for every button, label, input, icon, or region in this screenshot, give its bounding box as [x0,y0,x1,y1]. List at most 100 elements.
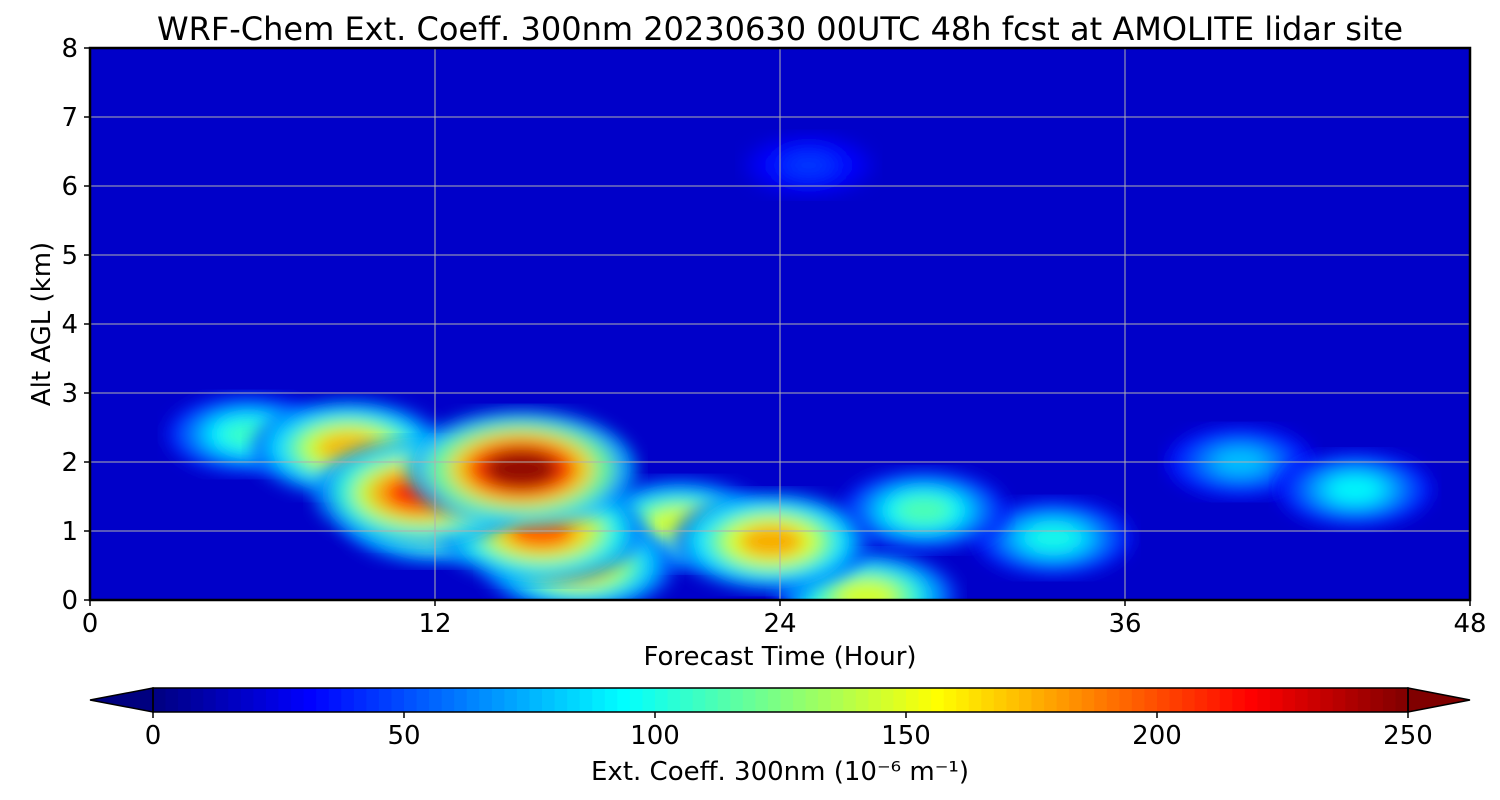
colorbar-swatch [855,688,869,712]
chart-title: WRF-Chem Ext. Coeff. 300nm 20230630 00UT… [157,10,1403,48]
y-tick-label: 5 [61,241,78,271]
colorbar-swatch [466,688,480,712]
colorbar-swatch [956,688,970,712]
colorbar-swatch [341,688,355,712]
colorbar-swatch [542,688,556,712]
colorbar-swatch [1069,688,1083,712]
colorbar-swatch [165,688,179,712]
colorbar-swatch [378,688,393,712]
colorbar-swatch [1031,688,1045,712]
colorbar-swatch [755,688,769,712]
colorbar-tick-label: 150 [881,721,931,751]
colorbar-swatch [253,688,267,712]
colorbar-swatch [1370,688,1384,712]
colorbar-swatch [404,688,418,712]
colorbar-swatch [705,688,719,712]
colorbar-swatch [730,688,744,712]
colorbar-tick-label: 50 [387,721,420,751]
colorbar-swatch [391,688,405,712]
colorbar-swatch [1081,688,1095,712]
x-tick-label: 0 [82,609,99,639]
colorbar-swatch [767,688,782,712]
field-feature [672,491,870,592]
colorbar-swatch [692,688,706,712]
colorbar-swatch [291,688,305,712]
colorbar-swatch [215,688,229,712]
colorbar-swatch [1295,688,1309,712]
y-tick-label: 4 [61,310,78,340]
colorbar: 0 50 100 150 200 250 [89,687,1471,751]
field-feature [251,398,447,498]
colorbar-swatch [1232,688,1246,712]
colorbar-swatch [441,688,455,712]
colorbar-swatch [1094,688,1108,712]
colorbar-swatch [604,688,618,712]
colorbar-swatch [943,688,957,712]
field-contour [1027,525,1079,551]
colorbar-swatch [655,688,669,712]
y-tick-label: 2 [61,448,78,478]
field-feature [741,133,876,198]
y-tick-label: 8 [61,34,78,64]
colorbar-swatch [1157,688,1171,712]
colorbar-swatch [1395,688,1409,712]
y-tick-label: 6 [61,172,78,202]
colorbar-swatch [203,688,217,712]
y-axis-label: Alt AGL (km) [27,242,57,406]
colorbar-swatch [504,688,518,712]
colorbar-swatch [579,688,593,712]
colorbar-swatch [1320,688,1334,712]
colorbar-extend-high [1407,687,1471,713]
colorbar-swatch [1131,688,1146,712]
field-contour [739,525,803,558]
y-axis: 0 1 2 3 4 5 6 7 8 [61,34,90,616]
colorbar-swatch [1332,688,1346,712]
colorbar-swatch [818,688,832,712]
colorbar-swatch [1144,688,1158,712]
y-tick-label: 0 [61,586,78,616]
colorbar-swatch [629,688,644,712]
colorbar-swatch [793,688,807,712]
field-contour [837,581,896,600]
field-contour [897,497,951,524]
colorbar-swatch [742,688,756,712]
colorbar-swatch [880,688,895,712]
colorbar-swatch [1219,688,1233,712]
colorbar-swatch [918,688,932,712]
colorbar-swatch [1044,688,1058,712]
y-tick-label: 7 [61,103,78,133]
x-axis-label: Forecast Time (Hour) [643,642,916,672]
colorbar-swatch [906,688,920,712]
colorbar-swatch [1018,688,1033,712]
field-contour [1329,477,1381,502]
colorbar-swatch [416,688,430,712]
colorbar-swatch [667,688,681,712]
colorbar-swatch [968,688,982,712]
colorbar-swatch [893,688,907,712]
colorbar-swatch [1106,688,1120,712]
colorbar-frame [152,687,1409,713]
colorbar-swatch [190,688,204,712]
colorbar-extend-low [89,687,154,713]
colorbar-swatch [868,688,882,712]
x-axis: 0 12 24 36 48 [82,600,1487,639]
colorbar-swatch [554,688,568,712]
colorbar-swatch [1269,688,1284,712]
colorbar-swatch [479,688,493,712]
colorbar-swatch [153,688,167,712]
colorbar-swatch [830,688,844,712]
colorbar-swatch [1169,688,1183,712]
colorbar-swatch [1345,688,1359,712]
field-feature [406,409,637,528]
colorbar-swatch [1382,688,1397,712]
colorbar-swatch [353,688,367,712]
x-tick-label: 24 [763,609,796,639]
colorbar-swatch [529,688,543,712]
colorbar-swatch [1244,688,1258,712]
colorbar-swatch [316,688,330,712]
colorbar-swatch [805,688,819,712]
colorbar-swatch [303,688,317,712]
colorbar-swatch [1307,688,1321,712]
colorbar-tick-label: 250 [1383,721,1433,751]
